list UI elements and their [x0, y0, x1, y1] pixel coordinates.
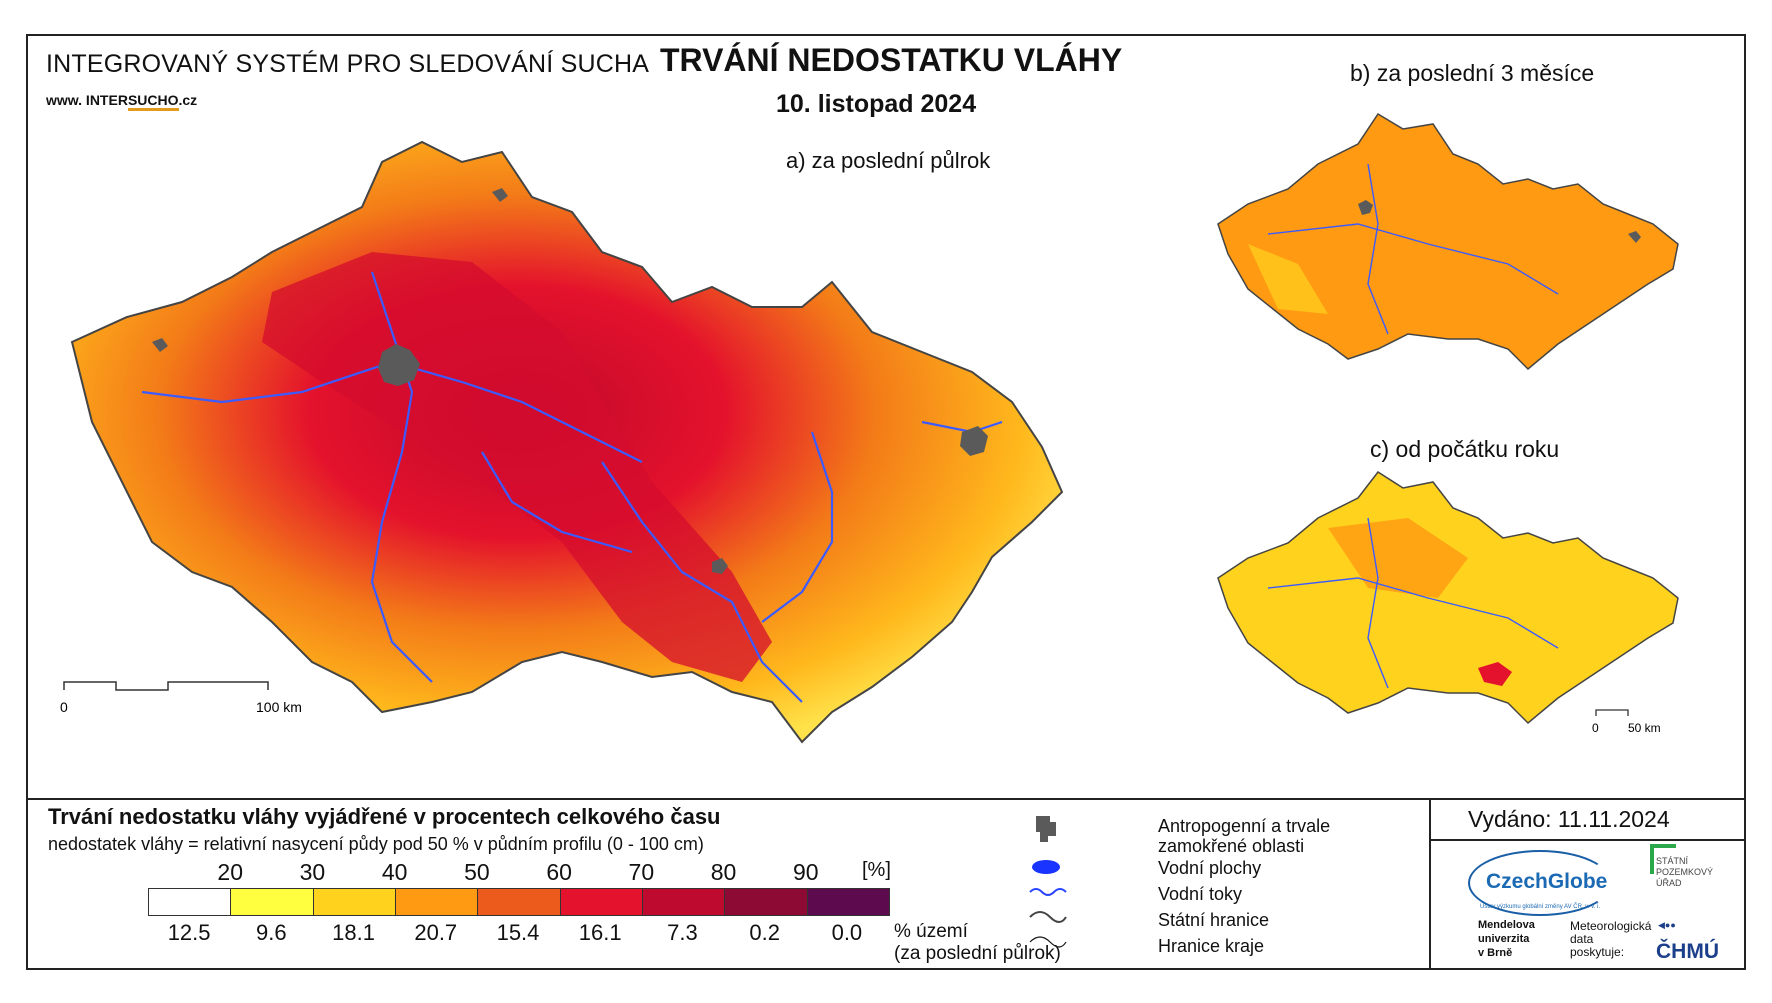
- map-panel-b: [1217, 112, 1679, 371]
- mendel-logo: Mendelova univerzita v Brně: [1478, 919, 1535, 959]
- cz-territory-c: [1217, 470, 1679, 725]
- map-panel-a: 0 100 km: [60, 140, 1064, 744]
- legend-divider: [28, 798, 1744, 800]
- percent-area-label: 16.1: [578, 920, 622, 945]
- chmu-logo: ČHMÚ: [1656, 940, 1719, 963]
- cities-a: [152, 188, 988, 574]
- scale-small-zero: 0: [1592, 721, 1599, 735]
- water-bodies-label: Vodní plochy: [1158, 858, 1262, 878]
- czechglobe-logo: CzechGlobe: [1468, 850, 1612, 916]
- state-border-icon: [1029, 911, 1067, 923]
- threshold-label: 80: [710, 859, 737, 885]
- issued-date: Vydáno: 11.11.2024: [1468, 806, 1670, 832]
- system-name: INTEGROVANÝ SYSTÉM PRO SLEDOVÁNÍ SUCHA: [46, 50, 650, 78]
- map-date: 10. listopad 2024: [776, 90, 977, 118]
- threshold-label: 50: [464, 859, 490, 885]
- scale-swatch: [313, 889, 396, 915]
- chmu-mark: ◀●●: [1658, 920, 1676, 930]
- scale-bar-main: 0 100 km: [60, 681, 302, 715]
- percent-area-label: 0.2: [749, 920, 780, 945]
- area-label-2: (za poslední půlrok): [894, 943, 1061, 964]
- scale-main-end: 100 km: [256, 699, 302, 715]
- percent-area-label: 20.7: [414, 920, 458, 945]
- scale-small-end: 50 km: [1628, 721, 1661, 735]
- region-border-icon: [1029, 936, 1067, 948]
- website-brand: SUCHO: [127, 92, 179, 111]
- scale-swatch: [478, 889, 561, 915]
- threshold-label: 90: [792, 859, 819, 885]
- czechglobe-sub: Ústav výzkumu globální změny AV ČR, v. v…: [1480, 904, 1601, 910]
- percent-area-label: 7.3: [667, 920, 698, 945]
- rivers-a: [141, 271, 1003, 703]
- panel-b-label: b) za poslední 3 měsíce: [1350, 60, 1595, 86]
- area-label-1: % území: [894, 921, 968, 942]
- scale-swatch: [231, 889, 314, 915]
- threshold-label: 60: [546, 859, 572, 885]
- website-prefix: www. INTER: [46, 92, 128, 108]
- meteo-data-text: Meteorologická data poskytuje:: [1570, 919, 1652, 959]
- issued-divider: [1429, 839, 1744, 841]
- threshold-label: 40: [381, 859, 408, 885]
- spu-logo-mark: [1650, 844, 1676, 874]
- scale-swatch: [725, 889, 808, 915]
- threshold-label: 30: [299, 859, 326, 885]
- scale-swatch: [642, 889, 726, 915]
- spu-logo: STÁTNÍ POZEMKOVÝ ÚŘAD: [1656, 856, 1714, 888]
- scale-swatch: [560, 889, 643, 915]
- scale-main-zero: 0: [60, 699, 68, 715]
- percent-area-label: 9.6: [256, 920, 287, 945]
- legend-subtitle: nedostatek vláhy = relativní nasycení pů…: [48, 834, 704, 854]
- cz-territory-b: [1217, 112, 1679, 371]
- state-border-label: Státní hranice: [1158, 910, 1270, 930]
- page-title: TRVÁNÍ NEDOSTATKU VLÁHY: [660, 42, 1123, 78]
- scale-swatch: [807, 889, 889, 915]
- legend-vertical-divider: [1429, 798, 1431, 968]
- map-legend-symbols: [1029, 816, 1067, 948]
- threshold-label: 70: [628, 859, 655, 885]
- panel-a-label: a) za poslední půlrok: [786, 148, 991, 173]
- panel-c-label: c) od počátku roku: [1370, 436, 1560, 462]
- legend-unit: [%]: [862, 859, 891, 881]
- map-panel-c: 0 50 km: [1217, 470, 1679, 735]
- scale-swatch: [395, 889, 479, 915]
- anthropogenic-icon: [1036, 816, 1056, 842]
- water-body-icon: [1032, 860, 1060, 874]
- website-suffix: .cz: [178, 92, 198, 108]
- scale-swatch: [149, 889, 232, 915]
- water-stream-icon: [1029, 888, 1067, 896]
- legend-title: Trvání nedostatku vláhy vyjádřené v proc…: [48, 804, 721, 829]
- water-streams-label: Vodní toky: [1158, 884, 1243, 904]
- website-link[interactable]: www. INTERSUCHO.cz: [46, 92, 198, 111]
- percent-area-label: 15.4: [496, 920, 540, 945]
- percent-area-label: 0.0: [831, 920, 863, 945]
- area-label: % území (za poslední půlrok): [894, 921, 1061, 965]
- threshold-label: 20: [217, 859, 244, 885]
- anthro-label: Antropogenní a trvale zamokřené oblasti: [1158, 816, 1331, 856]
- color-scale: [148, 888, 890, 916]
- percent-area-label: 12.5: [167, 920, 211, 945]
- region-border-label: Hranice kraje: [1158, 936, 1265, 956]
- scale-bar-small: 0 50 km: [1592, 709, 1661, 735]
- figure-frame: INTEGROVANÝ SYSTÉM PRO SLEDOVÁNÍ SUCHA w…: [26, 34, 1746, 970]
- percent-area-label: 18.1: [332, 920, 375, 945]
